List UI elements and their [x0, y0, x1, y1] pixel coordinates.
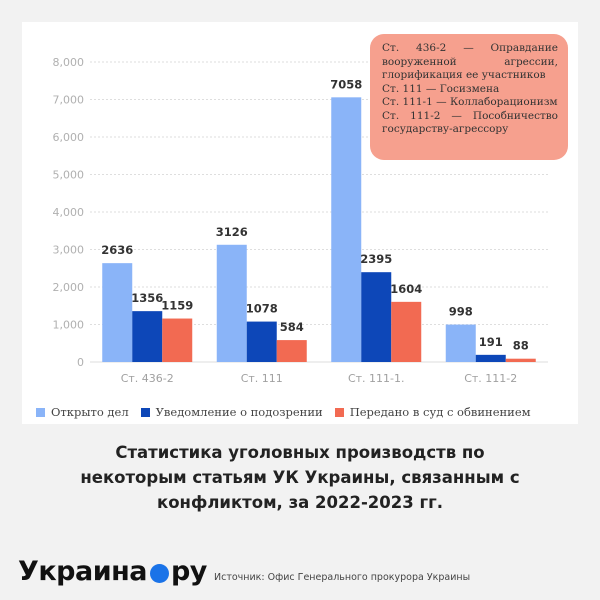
bar: [391, 301, 422, 362]
note-line: глорификация ее участников: [382, 69, 546, 81]
legend-label: Передано в суд с обвинением: [349, 405, 531, 419]
article-note: Ст. 436-2 — Оправдание вооруженной агрес…: [370, 34, 568, 160]
bar: [276, 340, 307, 362]
x-tick-label: Ст. 111-2: [464, 372, 517, 385]
data-label: 1159: [161, 299, 193, 313]
note-line: государству-агрессору: [382, 123, 509, 135]
legend-item: Уведомление о подозрении: [140, 405, 323, 419]
legend-item: Открыто дел: [36, 405, 129, 419]
caption-line: конфликтом, за 2022-2023 гг.: [157, 493, 443, 512]
bar: [162, 318, 193, 362]
legend-swatch: [36, 407, 45, 417]
y-tick-label: 1,000: [53, 319, 85, 332]
y-tick-label: 8,000: [53, 56, 85, 69]
x-tick-label: Ст. 436-2: [121, 372, 174, 385]
data-label: 191: [479, 335, 503, 349]
y-tick-label: 2,000: [53, 281, 85, 294]
brand-text-left: Украина: [18, 556, 147, 587]
y-tick-label: 4,000: [53, 206, 85, 219]
bar: [445, 324, 476, 362]
legend-label: Открыто дел: [51, 405, 129, 419]
data-label: 2636: [101, 243, 133, 257]
bar: [216, 244, 247, 362]
data-label: 3126: [216, 225, 248, 239]
y-tick-label: 5,000: [53, 169, 85, 182]
chart-legend: Открыто дел Уведомление о подозрении Пер…: [36, 404, 576, 420]
data-label: 7058: [330, 77, 362, 91]
y-tick-label: 3,000: [53, 244, 85, 257]
bar: [102, 263, 133, 362]
data-label: 1604: [390, 282, 422, 296]
bar-chart: 0 1,000 2,000 3,000 4,000 5,000 6,000 7,000 8,00…: [53, 56, 548, 385]
bar: [331, 97, 362, 362]
data-label: 1078: [246, 302, 278, 316]
y-tick-label: 7,000: [53, 94, 85, 107]
brand-dot-icon: [149, 564, 169, 583]
note-line: Ст. 111 — Госизмена: [382, 82, 500, 95]
caption-line: некоторым статьям УК Украины, связанным …: [80, 468, 520, 487]
x-tick-label: Ст. 111-1.: [348, 372, 405, 385]
data-label: 584: [280, 320, 304, 334]
y-tick-label: 6,000: [53, 131, 85, 144]
note-line: Ст. 111-1 — Коллаборационизм: [382, 96, 558, 108]
legend-swatch: [140, 407, 150, 417]
note-line: вооруженной агрессии,: [382, 55, 558, 68]
bar: [475, 354, 506, 362]
bar: [132, 311, 163, 362]
legend-swatch: [334, 407, 344, 417]
note-line: Ст. 436-2 — Оправдание: [382, 42, 558, 54]
data-label: 88: [513, 339, 529, 353]
bar: [246, 321, 277, 362]
source-note: Источник: Офис Генерального прокурора Ук…: [214, 572, 471, 583]
bar: [505, 358, 536, 362]
brand-logo: Украина ру: [18, 556, 207, 587]
chart-caption: Статистика уголовных производств по неко…: [0, 440, 600, 515]
y-tick-label: 0: [77, 356, 84, 369]
x-tick-label: Ст. 111: [241, 372, 283, 385]
data-label: 2395: [360, 252, 392, 266]
brand-text-right: ру: [170, 556, 207, 587]
data-label: 1356: [131, 291, 163, 305]
bar: [361, 272, 392, 362]
caption-line: Статистика уголовных производств по: [115, 443, 485, 462]
legend-item: Передано в суд с обвинением: [334, 405, 531, 419]
note-line: Ст. 111-2 — Пособничество: [382, 109, 558, 122]
legend-label: Уведомление о подозрении: [155, 405, 323, 419]
data-label: 998: [449, 305, 473, 319]
